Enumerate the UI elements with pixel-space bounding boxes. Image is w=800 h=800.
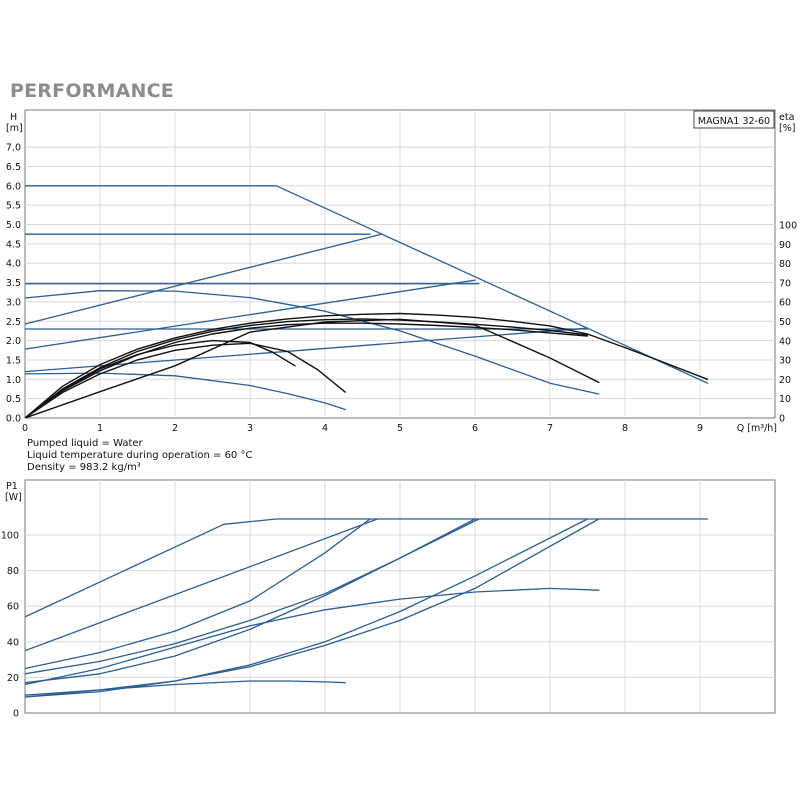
p-tick-label: 80 — [7, 566, 19, 577]
y-tick-label: 4.5 — [6, 239, 21, 250]
p-axis-label: P1 — [6, 481, 18, 492]
p-tick-label: 20 — [7, 673, 19, 684]
y-tick-label: 3.0 — [6, 297, 21, 308]
power-curve-6 — [25, 518, 600, 698]
y-tick-label: 3.5 — [6, 278, 21, 289]
efficiency-curve-13 — [25, 318, 600, 418]
y2-axis-label: eta — [779, 112, 794, 123]
y-tick-label: 0.5 — [6, 394, 21, 405]
y2-tick-label: 100 — [779, 221, 797, 232]
p-tick-label: 0 — [13, 709, 19, 720]
x-tick-label: 7 — [547, 423, 553, 434]
y2-tick-label: 10 — [779, 394, 791, 405]
x-axis-label: Q [m³/h] — [737, 423, 777, 434]
p-tick-label: 60 — [7, 602, 19, 613]
legend-box — [693, 110, 775, 129]
page-title: PERFORMANCE — [10, 80, 174, 102]
y-tick-label: 0.0 — [6, 414, 21, 425]
y-tick-label: 5.0 — [6, 220, 21, 231]
x-tick-label: 6 — [472, 423, 478, 434]
head-curves — [25, 185, 709, 418]
y-tick-label: 5.5 — [6, 201, 21, 212]
power-curve-0 — [25, 518, 709, 618]
power-curves — [25, 518, 709, 698]
x-tick-label: 5 — [397, 423, 403, 434]
y-axis-unit: [m] — [6, 123, 23, 134]
head-curve-7 — [25, 290, 600, 395]
y2-tick-label: 80 — [779, 259, 791, 270]
x-tick-label: 1 — [97, 423, 103, 434]
y2-tick-label: 0 — [779, 414, 785, 425]
x-tick-label: 9 — [697, 423, 703, 434]
power-curve-2 — [25, 518, 371, 670]
y-tick-label: 6.5 — [6, 162, 21, 173]
y-tick-label: 2.5 — [6, 317, 21, 328]
efficiency-curve-9 — [25, 312, 709, 418]
y2-tick-label: 30 — [779, 356, 791, 367]
x-tick-label: 4 — [322, 423, 328, 434]
y-axis-label: H — [10, 112, 17, 123]
power-curve-8 — [25, 680, 346, 698]
head-curve-4 — [25, 233, 382, 325]
y2-tick-label: 60 — [779, 298, 791, 309]
y2-tick-label: 70 — [779, 278, 791, 289]
efficiency-curve-14 — [25, 339, 296, 418]
head-curve-8 — [25, 372, 346, 411]
y2-tick-label: 40 — [779, 336, 791, 347]
y-tick-label: 1.0 — [6, 375, 21, 386]
y-tick-label: 4.0 — [6, 259, 21, 270]
y2-tick-label: 20 — [779, 375, 791, 386]
y-tick-label: 6.0 — [6, 181, 21, 192]
power-curve-3 — [25, 518, 480, 675]
y2-axis-unit: [%] — [779, 123, 795, 134]
efficiency-curve-12 — [25, 342, 346, 418]
head-curve-5 — [25, 279, 476, 350]
p-tick-label: 100 — [1, 531, 19, 542]
x-tick-label: 0 — [22, 423, 28, 434]
power-curve-1 — [25, 518, 379, 652]
power-curve-4 — [25, 518, 476, 684]
efficiency-curve-10 — [25, 318, 589, 418]
y-tick-label: 1.5 — [6, 355, 21, 366]
note-line-2: Density = 983.2 kg/m³ — [27, 462, 141, 473]
y2-tick-label: 90 — [779, 240, 791, 251]
y-tick-label: 7.0 — [6, 143, 21, 154]
power-curve-7 — [25, 587, 600, 686]
x-tick-label: 3 — [247, 423, 253, 434]
legend-label: MAGNA1 32-60 — [698, 116, 770, 127]
note-line-0: Pumped liquid = Water — [27, 438, 144, 449]
x-tick-label: 8 — [622, 423, 628, 434]
x-tick-label: 2 — [172, 423, 178, 434]
p-tick-label: 40 — [7, 637, 19, 648]
head-curve-6 — [25, 327, 589, 373]
note-line-1: Liquid temperature during operation = 60… — [27, 450, 252, 461]
y2-tick-label: 50 — [779, 317, 791, 328]
head-curve-0 — [25, 185, 709, 384]
p-axis-unit: [W] — [5, 492, 22, 503]
y-tick-label: 2.0 — [6, 336, 21, 347]
